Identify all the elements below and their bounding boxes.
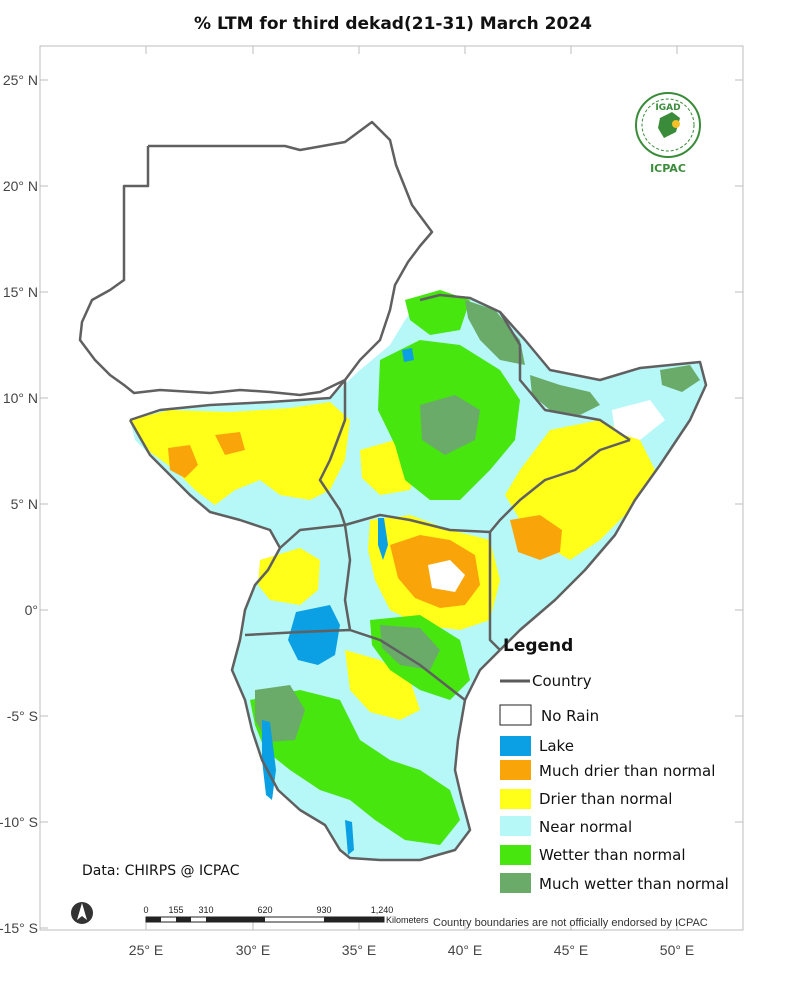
scale-unit: Kilometers xyxy=(386,915,429,925)
legend-label-near-normal: Near normal xyxy=(539,818,632,836)
region-much-wetter-ethiopia xyxy=(420,395,480,455)
lon-label: 50° E xyxy=(660,942,694,958)
region-wetter-eritrea xyxy=(405,290,470,335)
legend-label-much-wetter: Much wetter than normal xyxy=(539,875,729,893)
legend-swatch-lake xyxy=(500,736,531,756)
legend-label-much-drier: Much drier than normal xyxy=(539,762,715,780)
legend-label-no-rain: No Rain xyxy=(541,707,599,725)
legend-swatch-much-drier xyxy=(500,760,531,780)
legend-label-drier: Drier than normal xyxy=(539,790,672,808)
rainfall-map xyxy=(78,120,708,862)
region-much-drier-south-sudan xyxy=(168,445,198,478)
scale-tick: 155 xyxy=(168,905,183,915)
lat-label: -10° S xyxy=(0,814,38,830)
legend-swatch-no-rain xyxy=(499,704,532,726)
lon-label: 30° E xyxy=(236,942,270,958)
lat-label: 0° xyxy=(25,602,38,618)
scale-tick: 620 xyxy=(257,905,272,915)
igad-icpac-logo: IGAD ICPAC xyxy=(635,92,701,175)
region-drier-west xyxy=(130,402,350,505)
lon-label: 40° E xyxy=(448,942,482,958)
logo-bottom-text: ICPAC xyxy=(650,162,686,175)
region-much-drier-sudan xyxy=(215,432,245,455)
lon-label: 45° E xyxy=(554,942,588,958)
region-no-rain-kenya xyxy=(428,560,465,592)
lat-label: 25° N xyxy=(3,72,38,88)
map-title: % LTM for third dekad(21-31) March 2024 xyxy=(194,14,592,34)
legend-swatch-much-wetter xyxy=(500,873,531,893)
lat-label: 15° N xyxy=(3,284,38,300)
legend-swatch-near-normal xyxy=(500,816,531,836)
lat-label: 5° N xyxy=(11,496,38,512)
north-arrow-icon xyxy=(71,902,93,924)
legend-label-wetter: Wetter than normal xyxy=(539,846,686,864)
scale-tick: 930 xyxy=(316,905,331,915)
longitude-labels: 25° E 30° E 35° E 40° E 45° E 50° E xyxy=(129,942,694,958)
region-much-wetter-somaliland xyxy=(530,375,600,415)
lat-label: -15° S xyxy=(0,920,38,936)
region-no-rain-horn xyxy=(612,400,665,440)
legend-label-country: Country xyxy=(532,672,592,690)
lat-label: 20° N xyxy=(3,178,38,194)
legend-title: Legend xyxy=(503,636,573,656)
legend-swatch-drier xyxy=(500,789,531,809)
lake-victoria xyxy=(288,605,340,665)
region-wetter-tanzania xyxy=(250,690,460,845)
scale-bar: 0 155 310 620 930 1,240 Kilometers xyxy=(143,905,429,925)
scale-tick: 1,240 xyxy=(371,905,394,915)
scale-tick: 0 xyxy=(143,905,148,915)
legend: Legend Country No Rain Lake Much drier t… xyxy=(499,636,729,893)
graticule-ticks xyxy=(40,46,743,930)
lake-tana xyxy=(402,348,414,362)
data-credit: Data: CHIRPS @ ICPAC xyxy=(82,863,240,879)
region-much-wetter-tanzania-east xyxy=(380,625,440,670)
region-much-wetter-eritrea xyxy=(465,300,525,365)
lake-turkana xyxy=(378,518,388,560)
legend-swatch-wetter xyxy=(500,845,531,865)
scale-tick: 310 xyxy=(198,905,213,915)
lake-malawi xyxy=(345,820,354,855)
country-boundaries xyxy=(78,120,708,862)
legend-label-lake: Lake xyxy=(539,737,574,755)
region-much-wetter-puntland xyxy=(660,365,700,392)
disclaimer: Country boundaries are not officially en… xyxy=(433,917,708,929)
latitude-labels: 25° N 20° N 15° N 10° N 5° N 0° -5° S -1… xyxy=(0,72,38,936)
region-no-rain-north xyxy=(80,122,432,395)
logo-top-text: IGAD xyxy=(655,103,680,113)
region-much-drier-somalia xyxy=(510,515,562,560)
lat-label: 10° N xyxy=(3,390,38,406)
lon-label: 35° E xyxy=(342,942,376,958)
lon-label: 25° E xyxy=(129,942,163,958)
lat-label: -5° S xyxy=(7,708,38,724)
region-drier-tanzania xyxy=(345,650,420,720)
